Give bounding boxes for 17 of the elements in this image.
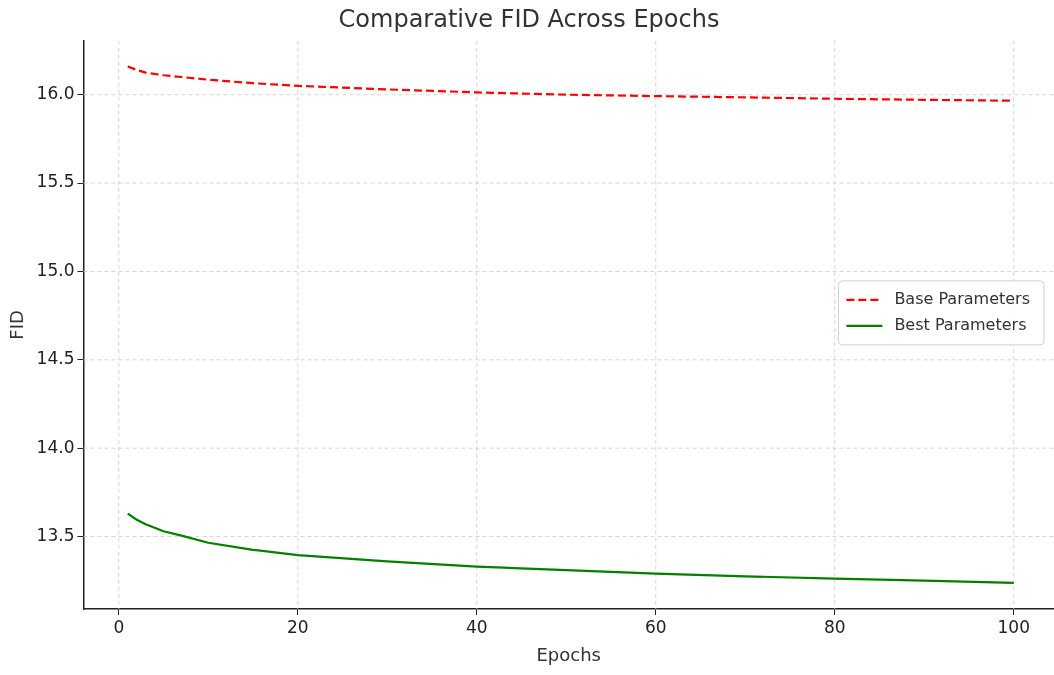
y-tick-label: 14.5 xyxy=(36,348,75,369)
y-tick-label: 15.5 xyxy=(36,171,75,192)
x-tick-label: 20 xyxy=(286,616,309,637)
y-tick-label: 14.0 xyxy=(36,436,75,457)
chart-title: Comparative FID Across Epochs xyxy=(338,4,720,33)
x-axis-title: Epochs xyxy=(536,643,601,665)
x-tick-label: 40 xyxy=(465,616,488,637)
x-tick-label: 0 xyxy=(113,616,125,637)
legend-label: Base Parameters xyxy=(894,289,1030,309)
x-tick-label: 80 xyxy=(823,616,846,637)
y-tick-label: 15.0 xyxy=(36,259,75,280)
x-tick-label: 60 xyxy=(644,616,667,637)
y-tick-label: 13.5 xyxy=(36,524,75,545)
y-axis-title: FID xyxy=(6,310,28,340)
x-tick-label: 100 xyxy=(997,616,1030,637)
y-tick-label: 16.0 xyxy=(36,83,75,104)
legend-label: Best Parameters xyxy=(894,315,1027,335)
